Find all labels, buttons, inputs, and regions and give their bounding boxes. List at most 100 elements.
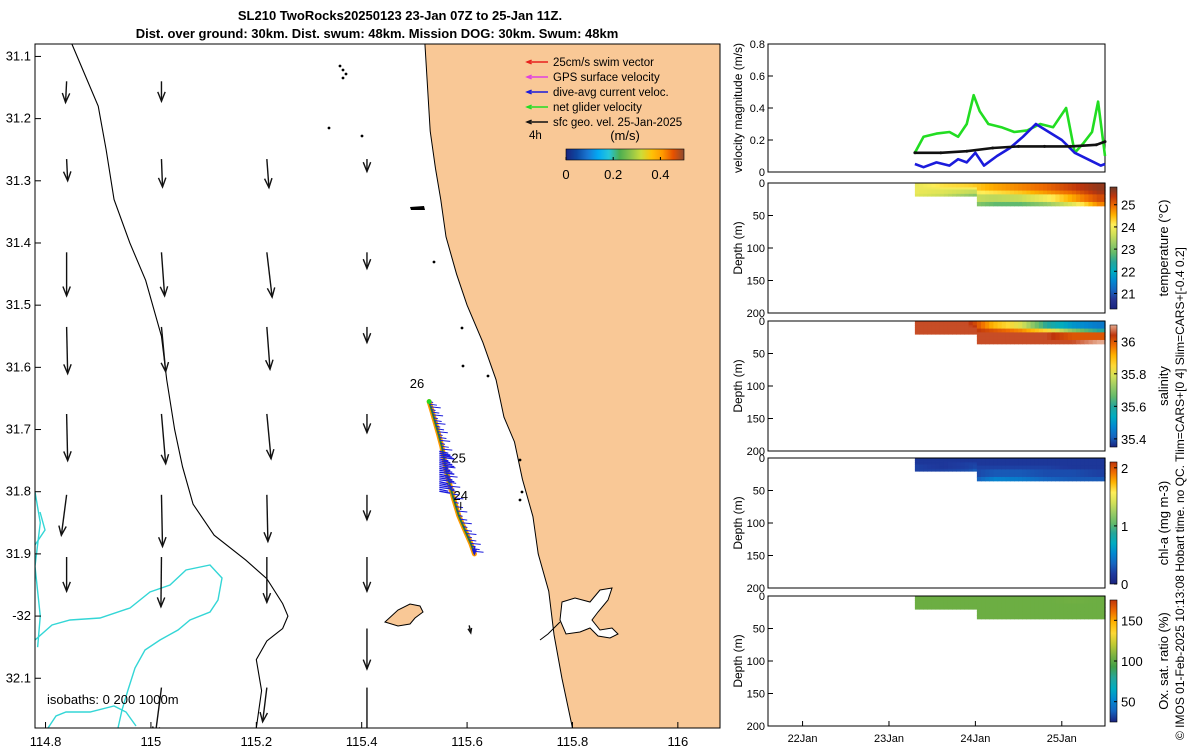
chlorophyll-cell bbox=[1059, 458, 1065, 463]
chlorophyll-cell bbox=[1018, 458, 1023, 463]
oxygen-cell bbox=[1038, 603, 1044, 608]
temperature-cell bbox=[1092, 201, 1098, 207]
salinity-cell bbox=[1030, 336, 1036, 341]
chlorophyll-cell bbox=[964, 462, 970, 466]
temperature-cell bbox=[1084, 190, 1090, 195]
oxygen-cell bbox=[1088, 614, 1094, 620]
oxygen-cell bbox=[997, 614, 1003, 620]
oxygen-cell bbox=[972, 606, 978, 610]
temperature-cell bbox=[914, 191, 920, 195]
temperature-cell bbox=[1047, 201, 1052, 207]
chlorophyll-cell bbox=[960, 466, 966, 470]
oxygen-cell bbox=[1080, 599, 1085, 605]
temperature-cell bbox=[976, 186, 982, 192]
salinity-cell bbox=[943, 325, 949, 329]
temperature-cell bbox=[1063, 190, 1069, 195]
temperature-cell bbox=[931, 189, 937, 193]
chlorophyll-cell bbox=[1026, 458, 1032, 463]
temperature-cell bbox=[952, 185, 957, 188]
oxygen-cell bbox=[923, 606, 928, 610]
chlorophyll-cell bbox=[1092, 469, 1098, 474]
salinity-cell bbox=[1001, 339, 1007, 345]
oxygen-cell bbox=[1038, 611, 1044, 616]
geo-velocity-arrow bbox=[159, 252, 169, 298]
oxygen-cell bbox=[1051, 603, 1057, 608]
time-x-tick-label: 25Jan bbox=[1047, 733, 1077, 745]
temperature-cell bbox=[1084, 194, 1090, 199]
chlorophyll-cell bbox=[919, 458, 924, 461]
oxygen-cell bbox=[1009, 607, 1015, 612]
oxygen-cell bbox=[939, 602, 945, 606]
temperature-cell bbox=[923, 185, 928, 188]
oxygen-cell bbox=[939, 598, 945, 601]
temperature-cell bbox=[1096, 183, 1102, 188]
oxygen-cell bbox=[927, 606, 933, 610]
chlorophyll-cell bbox=[1014, 461, 1019, 467]
salinity-cell bbox=[1092, 332, 1098, 337]
temperature-cell bbox=[993, 186, 999, 192]
temperature-cell bbox=[960, 189, 966, 193]
velocity-y-tick-label: 0.2 bbox=[750, 135, 765, 147]
chlorophyll-cell bbox=[931, 458, 937, 461]
time-x-tick-label: 22Jan bbox=[788, 733, 818, 745]
temperature-cell bbox=[985, 186, 990, 192]
oxygen-cell bbox=[935, 606, 941, 610]
oxygen-cell bbox=[952, 602, 957, 606]
oxygen-cell bbox=[1001, 611, 1007, 616]
salinity-cell bbox=[1026, 328, 1032, 333]
salinity-cell bbox=[935, 323, 941, 326]
temperature-cell bbox=[972, 183, 978, 186]
oxygen-cell bbox=[989, 603, 995, 608]
salinity-cell bbox=[1001, 332, 1007, 337]
salinity-cell bbox=[1034, 339, 1040, 345]
chlorophyll-cell bbox=[972, 468, 978, 472]
oxygen-cell bbox=[923, 600, 928, 604]
oxygen-cell bbox=[947, 604, 953, 608]
salinity-cell bbox=[914, 323, 920, 326]
oxygen-cell bbox=[1076, 611, 1081, 616]
current-vector bbox=[463, 526, 468, 529]
current-vector bbox=[439, 490, 451, 494]
chlorophyll-cell bbox=[1055, 458, 1061, 463]
oxygen-cell bbox=[1100, 596, 1106, 601]
salinity-cell bbox=[943, 329, 949, 333]
chlorophyll-cell bbox=[1022, 476, 1028, 482]
temperature-cell bbox=[989, 194, 995, 199]
oxygen-cell bbox=[1055, 596, 1061, 601]
oxygen-cell bbox=[1076, 599, 1081, 605]
chlorophyll-cell bbox=[1018, 461, 1023, 467]
salinity-cell bbox=[1088, 336, 1094, 341]
chlorophyll-cell bbox=[1030, 461, 1036, 467]
rottnest-island bbox=[384, 603, 424, 627]
oxygen-cell bbox=[1030, 607, 1036, 612]
salinity-cell bbox=[952, 327, 957, 331]
oxygen-cell bbox=[919, 596, 924, 599]
oxygen-cell bbox=[1084, 614, 1090, 620]
oxygen-cell bbox=[997, 611, 1003, 616]
current-vector bbox=[467, 536, 472, 539]
current-vector bbox=[457, 510, 468, 513]
oxygen-cell bbox=[997, 603, 1003, 608]
oxygen-cell bbox=[1088, 599, 1094, 605]
temperature-cell bbox=[1059, 183, 1065, 188]
temperature-cell bbox=[1084, 198, 1090, 203]
oxygen-cell bbox=[1100, 599, 1106, 605]
chlorophyll-cell bbox=[1080, 473, 1085, 478]
temperature-cell bbox=[1055, 198, 1061, 203]
temperature-cell bbox=[1043, 190, 1048, 195]
temperature-cell bbox=[1051, 198, 1057, 203]
chlorophyll-cell bbox=[1005, 465, 1011, 470]
temperature-cell bbox=[1030, 183, 1036, 188]
temperature-cell bbox=[1055, 186, 1061, 192]
current-vector bbox=[439, 462, 453, 466]
geo-velocity-arrow bbox=[157, 81, 166, 104]
temperature-cell bbox=[1009, 198, 1015, 203]
oxygen-cell bbox=[931, 600, 937, 604]
colorbar-tick-label: 0.2 bbox=[604, 167, 622, 182]
oxygen-cell bbox=[993, 596, 999, 601]
current-vector bbox=[439, 473, 449, 477]
current-vector bbox=[449, 481, 457, 484]
temperature-cell bbox=[1084, 183, 1090, 188]
oxygen-cell bbox=[1005, 607, 1011, 612]
oxygen-cell bbox=[1009, 611, 1015, 616]
